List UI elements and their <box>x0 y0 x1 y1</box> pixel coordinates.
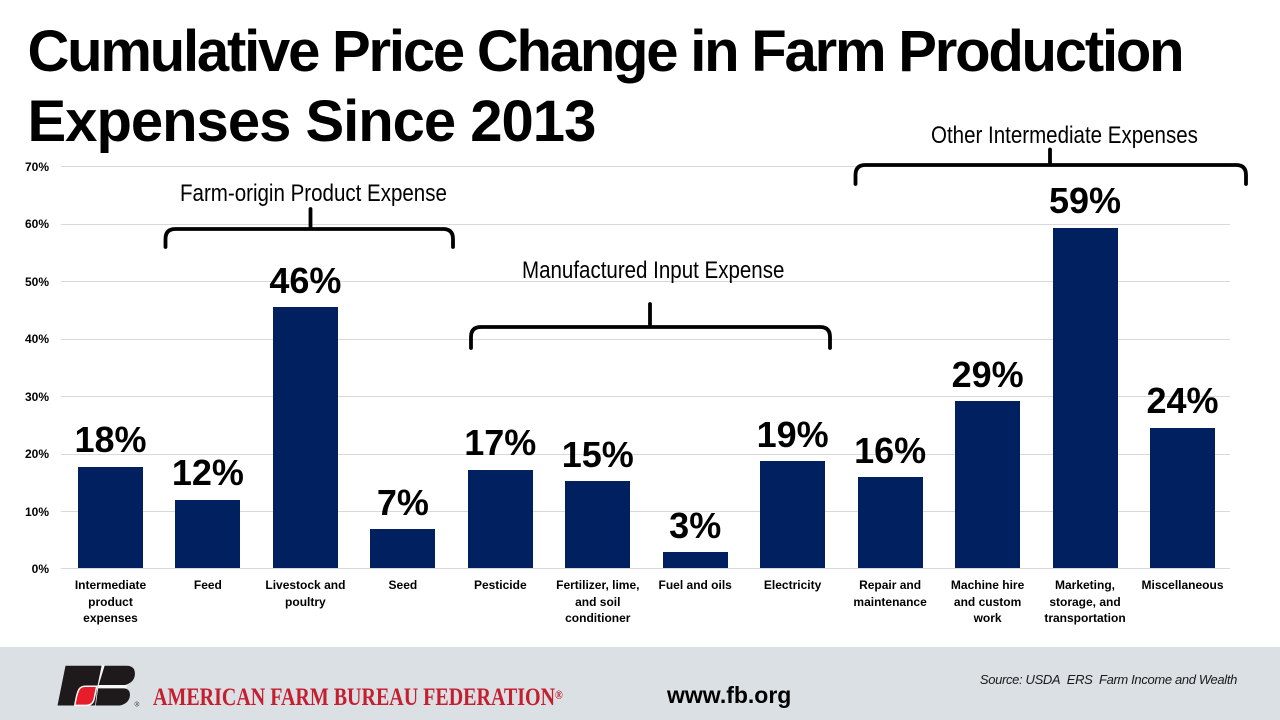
svg-text:®: ® <box>135 701 140 708</box>
